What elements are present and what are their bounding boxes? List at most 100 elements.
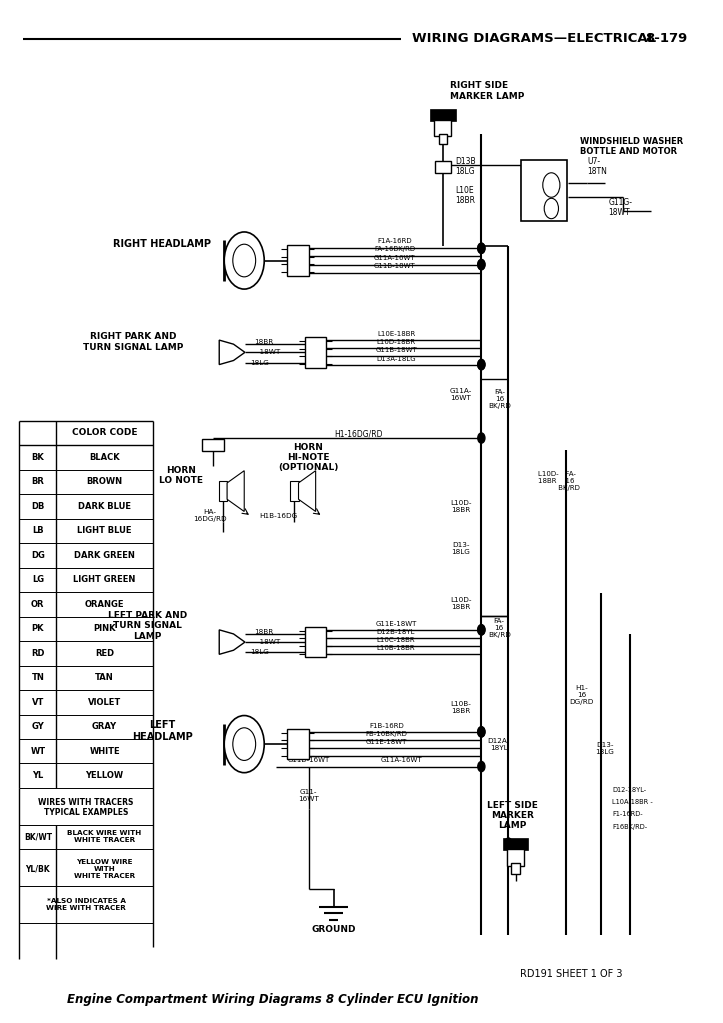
Text: G11E-18WT: G11E-18WT	[375, 621, 416, 627]
Text: BR: BR	[31, 478, 44, 486]
Bar	[202, 439, 223, 451]
Text: BLACK: BLACK	[89, 453, 120, 462]
Text: YL/BK: YL/BK	[25, 864, 50, 874]
Text: L10E
18BR: L10E 18BR	[455, 185, 475, 205]
Text: 18BR: 18BR	[254, 340, 273, 345]
Text: PINK: PINK	[93, 624, 116, 633]
Text: D12A-
18YL: D12A- 18YL	[487, 738, 510, 751]
Text: DB: DB	[31, 502, 45, 510]
Text: 18LG: 18LG	[250, 359, 269, 365]
Polygon shape	[299, 471, 316, 512]
Text: H1B-16DG: H1B-16DG	[260, 513, 298, 519]
Text: FA-16BK/RD: FA-16BK/RD	[375, 247, 416, 253]
Text: — 18WT: — 18WT	[250, 349, 281, 355]
Text: Engine Compartment Wiring Diagrams 8 Cylinder ECU Ignition: Engine Compartment Wiring Diagrams 8 Cyl…	[67, 992, 479, 1006]
Text: L10D-   FA-
18BR    16
         BK/RD: L10D- FA- 18BR 16 BK/RD	[539, 471, 581, 491]
Text: D13-
18LG: D13- 18LG	[596, 742, 615, 755]
Text: FA-
16
BK/RD: FA- 16 BK/RD	[488, 618, 510, 637]
Text: F1B-16RD: F1B-16RD	[369, 723, 403, 728]
Text: H1-
16
DG/RD: H1- 16 DG/RD	[569, 685, 594, 705]
Bar	[439, 134, 447, 144]
Circle shape	[224, 715, 264, 772]
Circle shape	[478, 243, 485, 254]
Text: FB-16BK/RD: FB-16BK/RD	[365, 731, 407, 737]
Text: G11A-16WT: G11A-16WT	[380, 757, 422, 763]
Bar	[521, 160, 568, 221]
Text: BLACK WIRE WITH
WHITE TRACER: BLACK WIRE WITH WHITE TRACER	[67, 831, 142, 843]
Text: L10D-18BR: L10D-18BR	[377, 340, 416, 345]
Circle shape	[544, 198, 558, 219]
Bar	[305, 627, 326, 658]
Text: GROUND: GROUND	[312, 925, 356, 934]
Text: L10E-18BR: L10E-18BR	[377, 331, 415, 337]
Text: 8-179: 8-179	[645, 32, 687, 45]
Text: WINDSHIELD WASHER
BOTTLE AND MOTOR: WINDSHIELD WASHER BOTTLE AND MOTOR	[580, 136, 683, 155]
Text: G11B-18WT: G11B-18WT	[374, 263, 416, 269]
Text: DG: DG	[31, 550, 45, 560]
Polygon shape	[227, 471, 244, 512]
Text: G11E-18WT: G11E-18WT	[366, 740, 407, 745]
Text: L10B-18BR: L10B-18BR	[377, 646, 416, 652]
Text: D13-
18LG: D13- 18LG	[451, 542, 470, 554]
Text: 18BR: 18BR	[254, 629, 273, 635]
Text: YELLOW WIRE
WITH
WHITE TRACER: YELLOW WIRE WITH WHITE TRACER	[74, 858, 135, 879]
Text: GY: GY	[31, 722, 44, 731]
Text: G11B-18WT: G11B-18WT	[375, 348, 417, 353]
Text: L10B-
18BR: L10B- 18BR	[450, 701, 471, 714]
Text: RED: RED	[95, 649, 114, 658]
Bar	[290, 481, 299, 501]
Text: WHITE: WHITE	[89, 747, 120, 756]
Bar	[430, 108, 455, 121]
Text: D13B
18LG: D13B 18LG	[455, 157, 476, 176]
Circle shape	[478, 726, 485, 737]
Text: YL: YL	[33, 771, 43, 781]
Text: TN: TN	[31, 673, 44, 682]
Circle shape	[478, 243, 485, 254]
Text: TAN: TAN	[95, 673, 114, 682]
Text: WT: WT	[30, 747, 46, 756]
Text: L10C-18BR: L10C-18BR	[377, 637, 416, 643]
Text: COLOR CODE: COLOR CODE	[72, 429, 137, 438]
Text: G11-
16WT: G11- 16WT	[298, 789, 319, 802]
Text: BROWN: BROWN	[87, 478, 123, 486]
Text: ORANGE: ORANGE	[85, 599, 124, 609]
Text: LEFT
HEADLAMP: LEFT HEADLAMP	[132, 720, 192, 742]
Text: RD191 SHEET 1 OF 3: RD191 SHEET 1 OF 3	[521, 969, 623, 979]
Text: L10D-
18BR: L10D- 18BR	[450, 596, 471, 610]
Text: G11G-
18WT: G11G- 18WT	[609, 197, 633, 217]
Text: VIOLET: VIOLET	[88, 698, 121, 707]
Circle shape	[505, 838, 512, 848]
Text: LIGHT GREEN: LIGHT GREEN	[74, 575, 136, 584]
Text: F1A-16RD: F1A-16RD	[377, 238, 412, 244]
Text: H1-16DG/RD: H1-16DG/RD	[334, 430, 382, 439]
Text: L10A-18BR -: L10A-18BR -	[612, 799, 653, 805]
Text: RIGHT HEADLAMP: RIGHT HEADLAMP	[113, 239, 211, 250]
Text: RIGHT SIDE
MARKER LAMP: RIGHT SIDE MARKER LAMP	[450, 82, 524, 101]
Text: WIRING DIAGRAMS—ELECTRICAL: WIRING DIAGRAMS—ELECTRICAL	[412, 32, 656, 45]
Text: FA-
16
BK/RD: FA- 16 BK/RD	[489, 390, 511, 409]
Text: BK: BK	[31, 453, 44, 462]
Circle shape	[543, 173, 560, 197]
Text: U7-
18TN: U7- 18TN	[587, 157, 607, 176]
Text: DARK BLUE: DARK BLUE	[78, 502, 131, 510]
Text: F1-16RD-: F1-16RD-	[612, 811, 643, 817]
Text: HORN
LO NOTE: HORN LO NOTE	[159, 466, 203, 486]
Text: LEFT SIDE
MARKER
LAMP: LEFT SIDE MARKER LAMP	[487, 801, 537, 831]
Circle shape	[478, 260, 485, 270]
Text: D12B-18YL: D12B-18YL	[377, 629, 415, 635]
Bar	[305, 337, 326, 367]
Text: YELLOW: YELLOW	[85, 771, 124, 781]
Text: — 18WT: — 18WT	[250, 639, 281, 646]
Text: 18LG: 18LG	[250, 650, 269, 656]
Circle shape	[478, 625, 485, 635]
Circle shape	[478, 761, 485, 771]
Bar	[502, 838, 529, 850]
Circle shape	[233, 244, 256, 277]
Circle shape	[478, 625, 485, 635]
Text: LEFT PARK AND
TURN SIGNAL
LAMP: LEFT PARK AND TURN SIGNAL LAMP	[108, 611, 187, 640]
Polygon shape	[219, 630, 245, 655]
Circle shape	[478, 359, 485, 369]
Text: LB: LB	[32, 527, 43, 535]
Text: F16BK/RD-: F16BK/RD-	[612, 824, 647, 830]
Text: BK/WT: BK/WT	[24, 833, 52, 842]
